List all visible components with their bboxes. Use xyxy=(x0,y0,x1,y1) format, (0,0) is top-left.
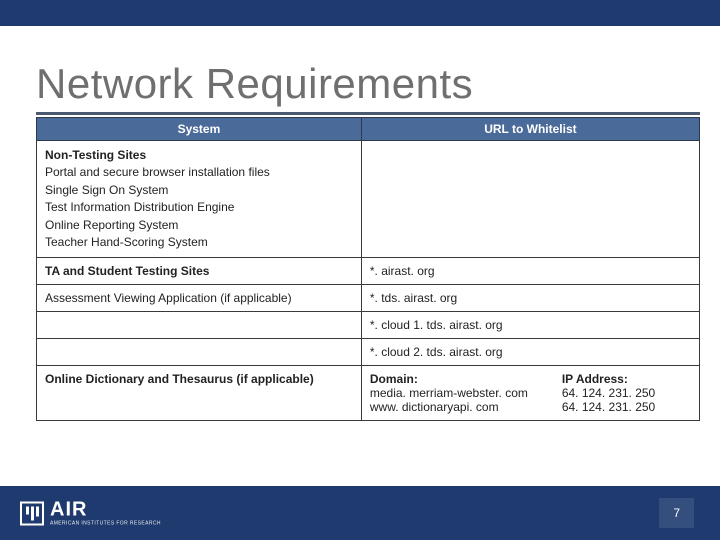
cloud1-url: *. cloud 1. tds. airast. org xyxy=(361,312,699,339)
cloud2-url: *. cloud 2. tds. airast. org xyxy=(361,339,699,366)
ava-label: Assessment Viewing Application (if appli… xyxy=(37,285,362,312)
non-testing-list: Non-Testing Sites Portal and secure brow… xyxy=(45,147,353,251)
logo-subtext: AMERICAN INSTITUTES FOR RESEARCH xyxy=(50,522,161,527)
ta-sites-url: *. airast. org xyxy=(361,258,699,285)
footer: AIR AMERICAN INSTITUTES FOR RESEARCH 7 xyxy=(0,486,720,540)
non-testing-item: Online Reporting System xyxy=(45,217,353,234)
row-dictionary: Online Dictionary and Thesaurus (if appl… xyxy=(37,366,700,421)
dictionary-domains: Domain: media. merriam-webster. com www.… xyxy=(370,372,538,414)
logo: AIR AMERICAN INSTITUTES FOR RESEARCH xyxy=(20,500,161,527)
row-ta-sites: TA and Student Testing Sites *. airast. … xyxy=(37,258,700,285)
page-number: 7 xyxy=(659,498,694,528)
top-band xyxy=(0,0,720,26)
row-non-testing: Non-Testing Sites Portal and secure brow… xyxy=(37,141,700,258)
row-cloud1: *. cloud 1. tds. airast. org xyxy=(37,312,700,339)
non-testing-item: Teacher Hand-Scoring System xyxy=(45,234,353,251)
title-rule xyxy=(36,112,700,115)
non-testing-item: Test Information Distribution Engine xyxy=(45,199,353,216)
domain-label: Domain: xyxy=(370,372,538,386)
non-testing-item: Portal and secure browser installation f… xyxy=(45,164,353,181)
cloud1-empty xyxy=(37,312,362,339)
ip-label: IP Address: xyxy=(562,372,691,386)
logo-text: AIR xyxy=(50,500,161,520)
ip-value: 64. 124. 231. 250 xyxy=(562,400,691,414)
non-testing-url xyxy=(361,141,699,258)
non-testing-item: Single Sign On System xyxy=(45,182,353,199)
cloud2-empty xyxy=(37,339,362,366)
domain-value: www. dictionaryapi. com xyxy=(370,400,538,414)
col-header-system: System xyxy=(37,118,362,141)
ip-value: 64. 124. 231. 250 xyxy=(562,386,691,400)
dictionary-url-cell: Domain: media. merriam-webster. com www.… xyxy=(361,366,699,421)
domain-value: media. merriam-webster. com xyxy=(370,386,538,400)
col-header-url: URL to Whitelist xyxy=(361,118,699,141)
non-testing-header: Non-Testing Sites xyxy=(45,147,353,164)
logo-mark-icon xyxy=(20,501,44,525)
page-title: Network Requirements xyxy=(36,60,700,108)
row-cloud2: *. cloud 2. tds. airast. org xyxy=(37,339,700,366)
slide-content: Network Requirements System URL to White… xyxy=(36,60,700,421)
dictionary-label: Online Dictionary and Thesaurus (if appl… xyxy=(37,366,362,421)
requirements-table: System URL to Whitelist Non-Testing Site… xyxy=(36,117,700,421)
row-ava: Assessment Viewing Application (if appli… xyxy=(37,285,700,312)
ava-url: *. tds. airast. org xyxy=(361,285,699,312)
dictionary-ips: IP Address: 64. 124. 231. 250 64. 124. 2… xyxy=(562,372,691,414)
ta-sites-label: TA and Student Testing Sites xyxy=(37,258,362,285)
